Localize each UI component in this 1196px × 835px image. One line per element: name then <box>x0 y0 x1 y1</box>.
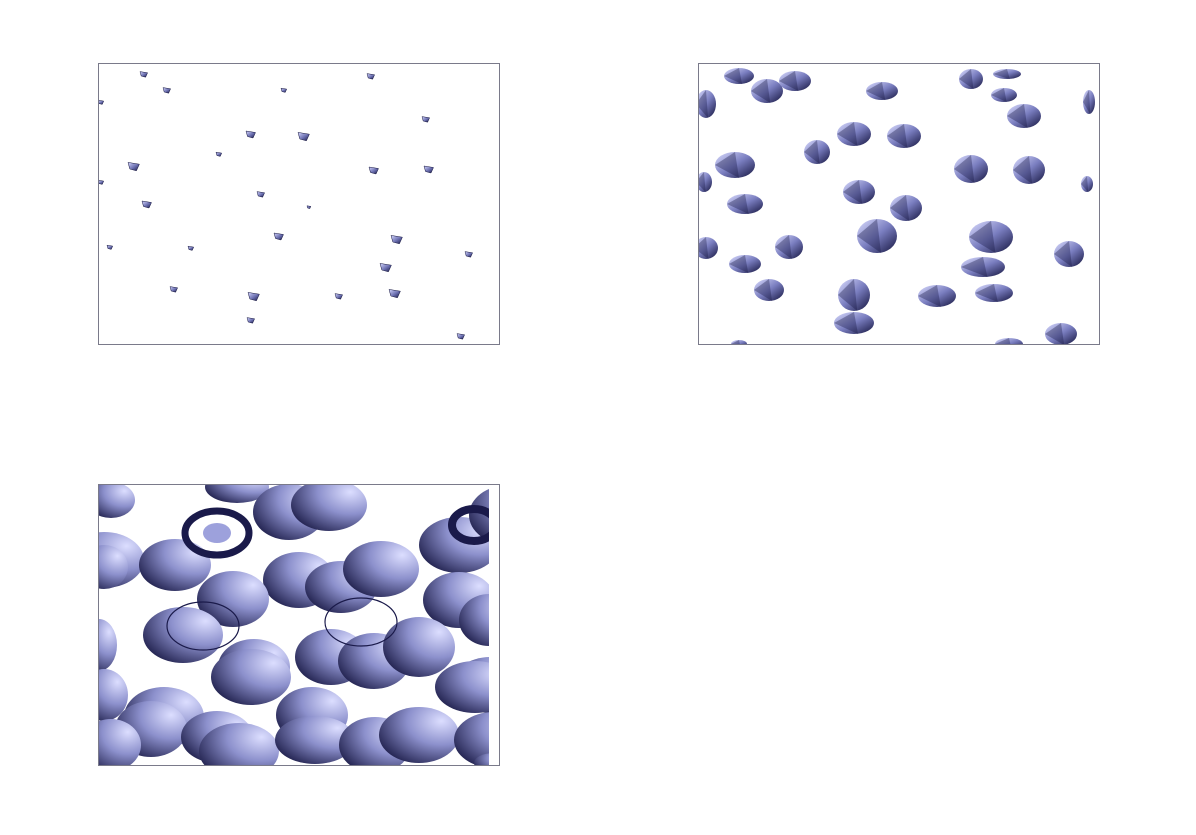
blob-10 <box>1083 90 1095 114</box>
sphere-15 <box>459 594 489 646</box>
blob-1 <box>724 68 754 84</box>
particle-9 <box>215 151 223 157</box>
sphere-25 <box>435 661 489 713</box>
blob-12 <box>887 124 921 148</box>
sphere-31 <box>275 716 355 764</box>
sphere-1 <box>99 485 135 518</box>
blob-27 <box>961 257 1005 277</box>
blob-30 <box>918 285 956 307</box>
blob-25 <box>699 237 718 259</box>
particle-28 <box>456 333 465 340</box>
blob-29 <box>838 279 870 311</box>
sphere-23 <box>99 669 128 721</box>
blob-28 <box>754 279 784 301</box>
blob-19 <box>890 195 922 221</box>
sphere-35 <box>99 719 141 765</box>
particle-5 <box>99 100 105 105</box>
sphere-9 <box>469 489 489 541</box>
ring-4 <box>324 597 398 647</box>
blob-32 <box>834 312 874 334</box>
blob-20 <box>727 194 763 214</box>
ring-1 <box>181 507 253 559</box>
blob-5 <box>959 69 983 89</box>
blob-35 <box>731 340 747 344</box>
ring-2 <box>448 505 489 545</box>
blob-31 <box>975 284 1013 302</box>
sphere-30 <box>199 723 279 765</box>
particle-26 <box>388 289 401 299</box>
sphere-7 <box>139 539 211 591</box>
sphere-20 <box>383 617 455 677</box>
particle-13 <box>99 180 105 185</box>
particle-19 <box>106 244 114 250</box>
blob-36 <box>1081 176 1093 192</box>
blob-17 <box>699 172 712 192</box>
sphere-34 <box>454 712 489 765</box>
blob-18 <box>843 180 875 204</box>
blob-2 <box>751 79 783 103</box>
sphere-16 <box>143 607 223 663</box>
sphere-8 <box>419 517 489 573</box>
medium-particles-render <box>699 68 1095 344</box>
blob-14 <box>715 152 755 178</box>
sphere-13 <box>197 571 269 627</box>
blob-15 <box>954 155 988 183</box>
large-spheres-render <box>99 485 489 765</box>
blob-24 <box>1054 241 1084 267</box>
blob-26 <box>729 255 761 273</box>
particle-16 <box>306 205 312 209</box>
ring-1-core <box>203 523 231 543</box>
ring-3 <box>166 601 240 651</box>
particle-12 <box>423 165 434 174</box>
particle-10 <box>127 162 140 172</box>
sphere-12 <box>343 541 419 597</box>
particle-23 <box>169 286 178 293</box>
particle-2 <box>162 87 171 94</box>
small-particles-render <box>99 71 473 340</box>
panel-small-particles <box>98 63 500 345</box>
blob-22 <box>969 221 1013 253</box>
sphere-6 <box>99 545 128 589</box>
sphere-3 <box>205 485 269 503</box>
blob-21 <box>857 219 897 253</box>
particle-6 <box>421 116 430 123</box>
particle-18 <box>390 235 403 245</box>
blob-34 <box>995 338 1023 344</box>
particle-15 <box>141 200 152 209</box>
sphere-22 <box>99 619 117 671</box>
particle-24 <box>247 292 260 302</box>
particle-7 <box>245 130 256 139</box>
particle-21 <box>464 251 473 258</box>
particle-8 <box>297 132 310 142</box>
sphere-21 <box>211 649 291 705</box>
blob-13 <box>804 140 830 164</box>
particle-3 <box>280 87 288 93</box>
particle-14 <box>256 191 265 198</box>
blob-11 <box>837 122 871 146</box>
blob-23 <box>775 235 803 259</box>
particle-25 <box>334 293 343 300</box>
blob-33 <box>1045 323 1077 344</box>
blob-16 <box>1013 156 1045 184</box>
sphere-5 <box>291 485 367 531</box>
particle-22 <box>379 263 392 273</box>
blob-7 <box>991 88 1017 102</box>
particle-1 <box>139 71 148 78</box>
sphere-33 <box>379 707 459 763</box>
particle-20 <box>187 245 195 251</box>
particle-27 <box>246 317 255 324</box>
blob-3 <box>779 71 811 91</box>
blob-8 <box>699 90 716 118</box>
particle-11 <box>368 166 379 175</box>
blob-6 <box>993 69 1021 79</box>
panel-medium-particles <box>698 63 1100 345</box>
sphere-36 <box>474 753 489 765</box>
particle-4 <box>366 73 375 80</box>
panel-large-spheres <box>98 484 500 766</box>
blob-4 <box>866 82 898 100</box>
blob-9 <box>1007 104 1041 128</box>
particle-17 <box>273 232 284 241</box>
